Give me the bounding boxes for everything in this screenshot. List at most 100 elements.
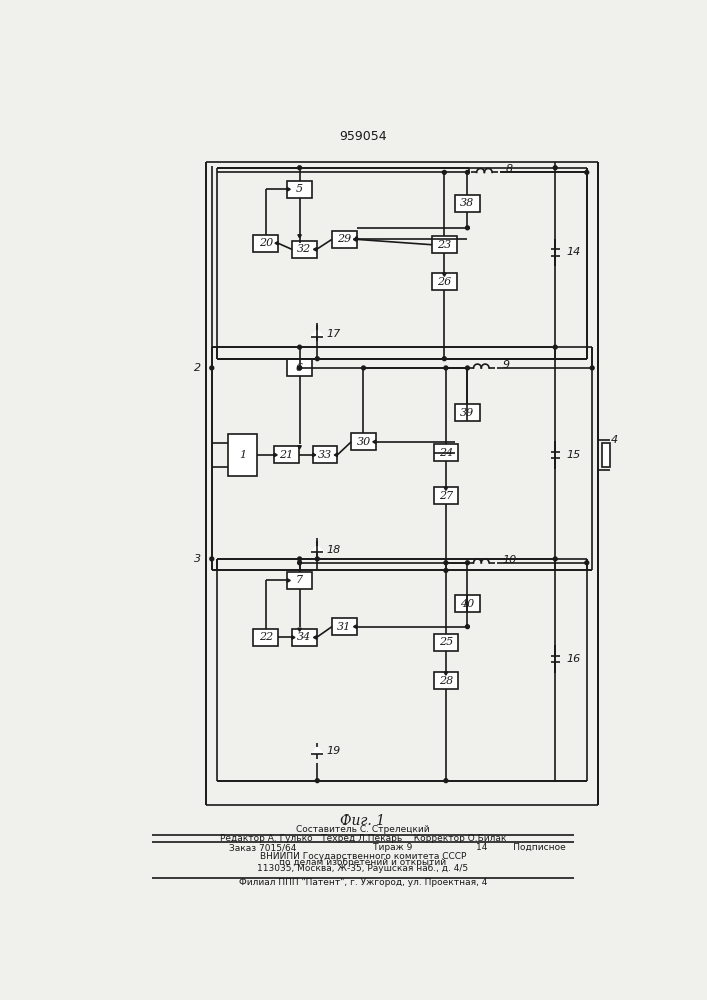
Circle shape	[465, 366, 469, 370]
Polygon shape	[292, 636, 295, 639]
Circle shape	[444, 779, 448, 783]
Text: 14         Подписное: 14 Подписное	[477, 843, 566, 852]
Text: 23: 23	[437, 240, 452, 250]
Circle shape	[315, 357, 320, 361]
Polygon shape	[354, 625, 356, 628]
Bar	[332, 618, 356, 635]
Bar	[432, 236, 457, 253]
Bar	[292, 629, 317, 646]
Text: 10: 10	[503, 555, 517, 565]
Bar	[287, 181, 312, 198]
Text: 20: 20	[259, 238, 273, 248]
Text: по делам изобретений и открытий: по делам изобретений и открытий	[279, 858, 446, 867]
Circle shape	[465, 625, 469, 629]
Circle shape	[465, 170, 469, 174]
Polygon shape	[334, 453, 337, 457]
Text: 28: 28	[439, 676, 453, 686]
Text: ВНИИПИ Государственного комитета СССР: ВНИИПИ Государственного комитета СССР	[259, 852, 466, 861]
Polygon shape	[287, 188, 291, 191]
Bar	[602, 443, 610, 467]
Bar	[253, 235, 278, 252]
Polygon shape	[355, 236, 358, 239]
Polygon shape	[298, 446, 301, 449]
Bar	[253, 629, 278, 646]
Circle shape	[210, 366, 214, 370]
Text: 30: 30	[356, 437, 370, 447]
Text: Редактор А. Гулько   Техред Л.Пекарь    Корректор О.Билак: Редактор А. Гулько Техред Л.Пекарь Корре…	[220, 834, 506, 843]
Bar	[292, 241, 317, 258]
Polygon shape	[274, 453, 277, 457]
Circle shape	[315, 557, 320, 561]
Circle shape	[444, 366, 448, 370]
Bar	[433, 634, 458, 651]
Bar	[455, 195, 480, 212]
Polygon shape	[312, 453, 316, 457]
Polygon shape	[287, 579, 291, 582]
Polygon shape	[444, 487, 448, 490]
Text: 6: 6	[296, 363, 303, 373]
Text: Заказ 7015/64: Заказ 7015/64	[229, 843, 299, 852]
Polygon shape	[373, 440, 376, 444]
Polygon shape	[298, 235, 301, 238]
Bar	[455, 404, 480, 421]
Circle shape	[210, 557, 214, 561]
Polygon shape	[313, 248, 317, 251]
Text: 17: 17	[327, 329, 341, 339]
Text: Тираж 9: Тираж 9	[353, 843, 412, 852]
Polygon shape	[311, 546, 324, 552]
Text: Составитель С. Стрелецкий: Составитель С. Стрелецкий	[296, 825, 430, 834]
Polygon shape	[444, 672, 448, 675]
Text: 29: 29	[337, 234, 351, 244]
Text: 8: 8	[506, 164, 513, 174]
Polygon shape	[354, 238, 356, 241]
Text: 39: 39	[460, 408, 474, 418]
Circle shape	[554, 557, 557, 561]
Text: 24: 24	[439, 448, 453, 458]
Text: 14: 14	[566, 247, 580, 257]
Bar	[351, 433, 376, 450]
Circle shape	[465, 561, 469, 565]
Bar	[228, 434, 257, 476]
Text: 16: 16	[566, 654, 580, 664]
Text: 40: 40	[460, 599, 474, 609]
Text: 15: 15	[566, 450, 580, 460]
Text: 32: 32	[297, 244, 311, 254]
Circle shape	[444, 561, 448, 565]
Text: 31: 31	[337, 622, 351, 632]
Bar	[455, 595, 480, 612]
Circle shape	[443, 357, 446, 361]
Circle shape	[585, 170, 589, 174]
Circle shape	[315, 779, 320, 783]
Text: 33: 33	[318, 450, 332, 460]
Text: 38: 38	[460, 198, 474, 208]
Text: 25: 25	[439, 637, 453, 647]
Text: 34: 34	[297, 632, 311, 642]
Circle shape	[444, 569, 448, 572]
Circle shape	[298, 166, 301, 170]
Circle shape	[443, 170, 446, 174]
Bar	[312, 446, 337, 463]
Text: Фиг. 1: Фиг. 1	[340, 814, 385, 828]
Polygon shape	[313, 636, 317, 639]
Polygon shape	[298, 628, 301, 631]
Circle shape	[590, 366, 594, 370]
Circle shape	[298, 366, 301, 370]
Circle shape	[465, 226, 469, 230]
Bar	[432, 273, 457, 290]
Circle shape	[298, 561, 301, 565]
Text: 21: 21	[279, 450, 293, 460]
Polygon shape	[354, 238, 356, 241]
Text: Филиал ППП "Патент", г. Ужгород, ул. Проектная, 4: Филиал ППП "Патент", г. Ужгород, ул. Про…	[238, 878, 487, 887]
Bar	[433, 444, 458, 461]
Polygon shape	[311, 330, 324, 337]
Text: 27: 27	[439, 491, 453, 501]
Bar	[274, 446, 299, 463]
Polygon shape	[275, 241, 278, 245]
Text: 5: 5	[296, 184, 303, 194]
Bar	[433, 672, 458, 689]
Text: 26: 26	[437, 277, 452, 287]
Text: 959054: 959054	[339, 130, 387, 143]
Text: 2: 2	[194, 363, 201, 373]
Text: 3: 3	[194, 554, 201, 564]
Circle shape	[585, 561, 589, 565]
